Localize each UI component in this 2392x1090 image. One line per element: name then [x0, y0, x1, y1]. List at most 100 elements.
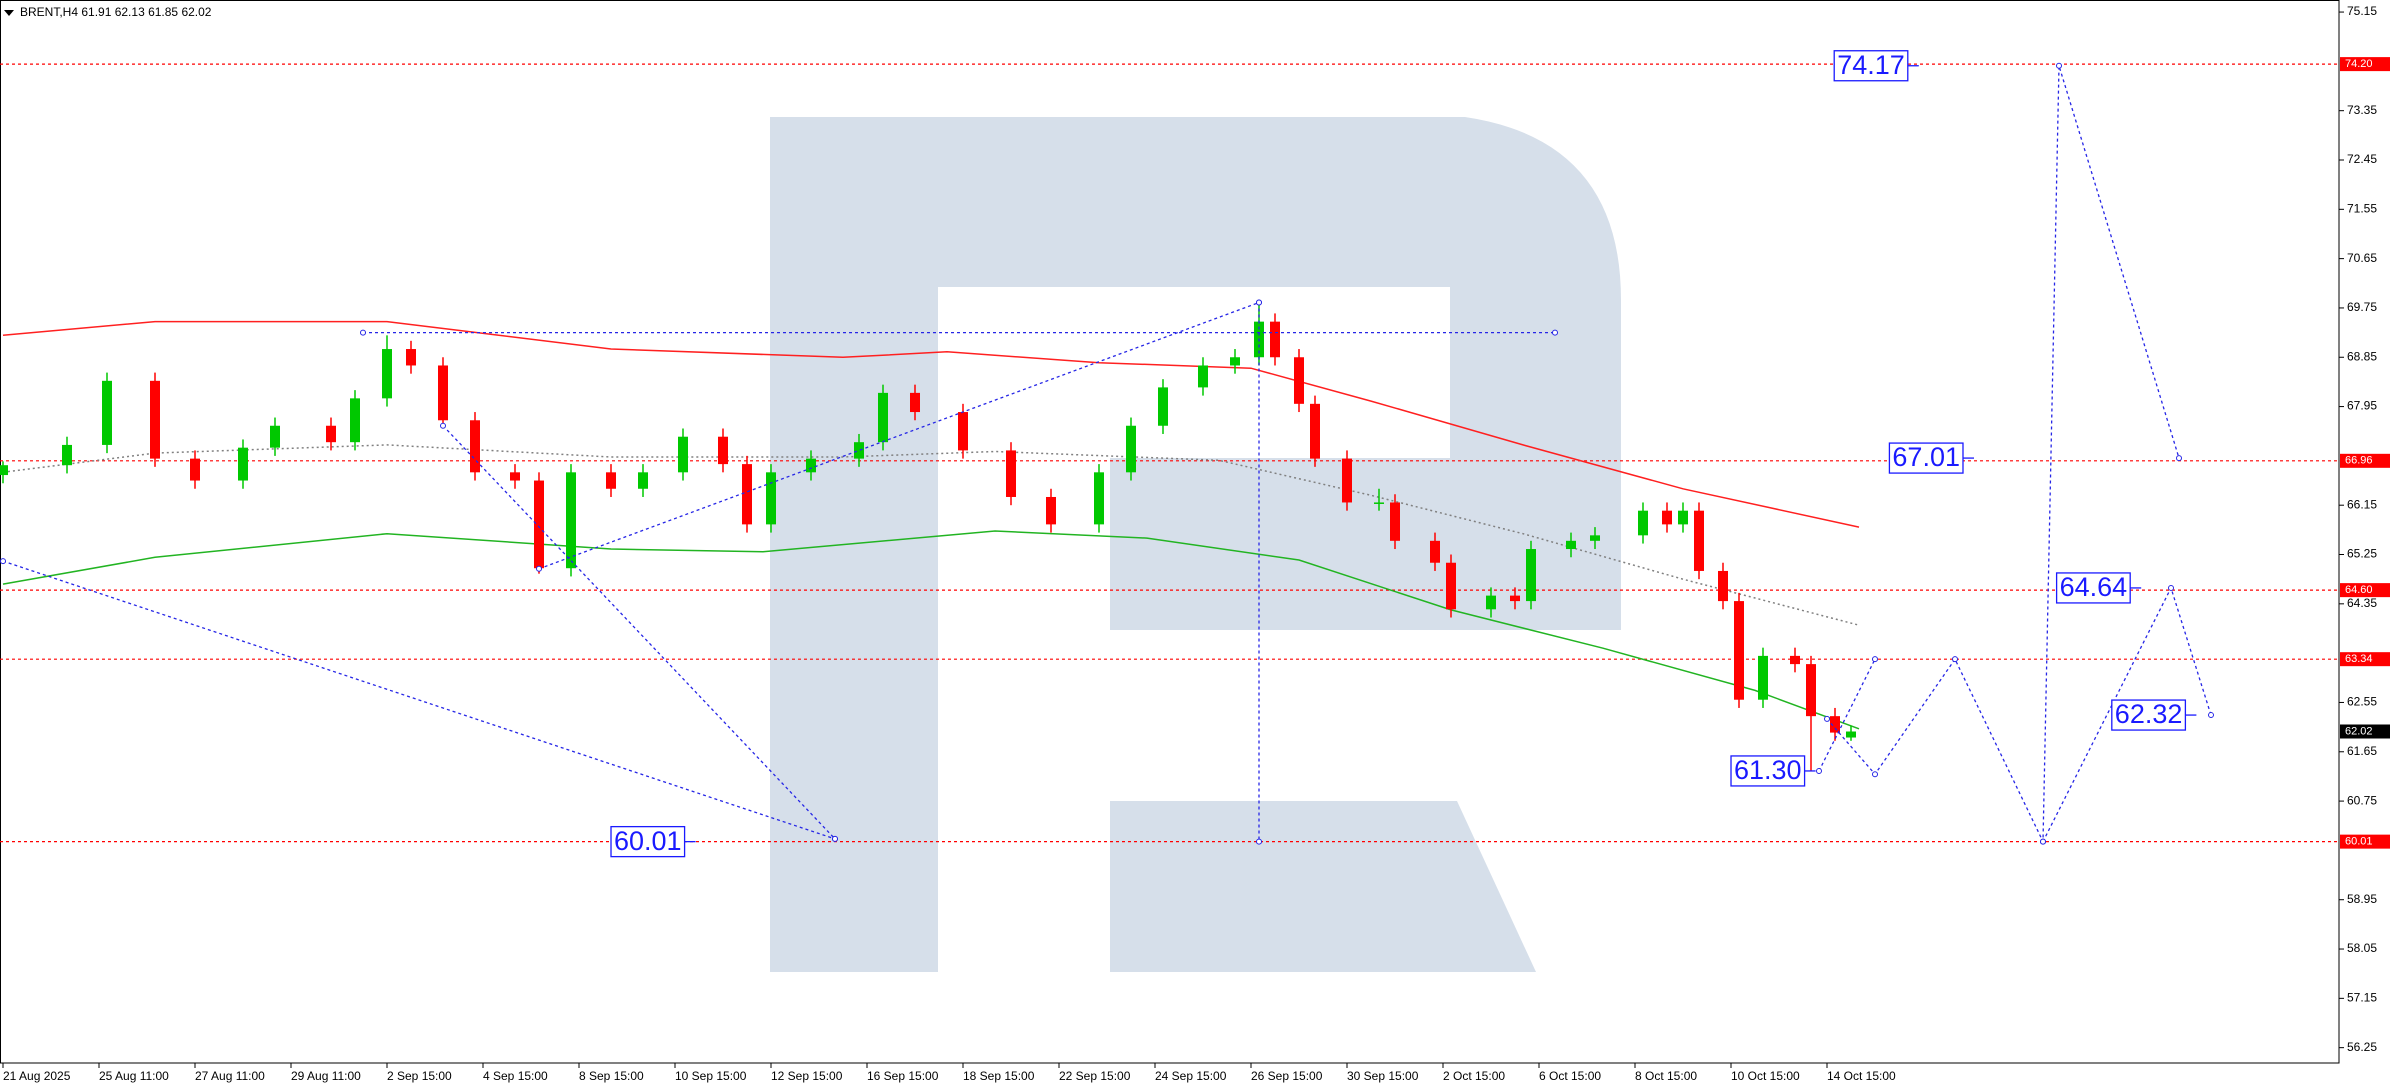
candle-body	[1734, 601, 1744, 700]
y-tick-label: 75.15	[2347, 4, 2377, 18]
x-tick-label: 4 Sep 15:00	[483, 1069, 548, 1083]
forecast-line	[442, 425, 836, 840]
candle-body	[1510, 595, 1520, 602]
candle-body	[190, 458, 200, 481]
candle-body	[766, 472, 776, 525]
candle-body	[718, 436, 728, 465]
candle-body	[1198, 365, 1208, 388]
candle-body	[1806, 664, 1816, 717]
candle-body	[1638, 510, 1648, 536]
forecast-line	[1826, 65, 2180, 842]
candle-body	[534, 480, 544, 569]
candle-body	[270, 425, 280, 448]
x-tick-label: 25 Aug 11:00	[99, 1069, 169, 1083]
candle-body	[406, 349, 416, 366]
candle-body	[606, 472, 616, 489]
level-tag-label: 66.96	[2345, 455, 2373, 467]
annotation-label: 62.32	[2115, 699, 2183, 729]
forecast-line	[538, 301, 1260, 570]
x-tick-label: 16 Sep 15:00	[867, 1069, 939, 1083]
logo-leg	[1110, 801, 1536, 972]
forecast-point	[1816, 767, 1822, 774]
candle-body	[1566, 540, 1576, 550]
forecast-point	[1872, 656, 1878, 663]
level-tag-label: 64.60	[2345, 584, 2373, 596]
forecast-line	[1818, 658, 1876, 772]
candle-body	[150, 380, 160, 459]
candle-body	[326, 425, 336, 443]
level-tag	[2340, 583, 2390, 598]
annotation-label: 74.17	[1837, 50, 1905, 80]
candle-body	[1006, 450, 1016, 497]
y-tick-label: 70.65	[2347, 251, 2377, 265]
candle-body	[1486, 595, 1496, 610]
candle-body	[1342, 458, 1352, 503]
candle-body	[878, 392, 888, 443]
candle-body	[1846, 731, 1856, 738]
y-tick-label: 61.65	[2347, 744, 2377, 758]
candle-body	[1294, 357, 1304, 404]
y-tick-label: 62.55	[2347, 695, 2377, 709]
forecast-point	[1824, 715, 1830, 722]
candle-body	[1526, 549, 1536, 602]
candle-body	[742, 464, 752, 525]
level-tag-label: 74.20	[2345, 58, 2373, 70]
x-tick-label: 6 Oct 15:00	[1539, 1069, 1601, 1083]
candle-body	[1830, 716, 1840, 733]
forecast-annotation: 61.30	[1730, 755, 1816, 787]
annotation-label: 64.64	[2060, 572, 2128, 602]
y-tick-label: 68.85	[2347, 349, 2377, 363]
y-tick-label: 69.75	[2347, 300, 2377, 314]
y-tick-label: 56.25	[2347, 1040, 2377, 1054]
symbol-header: BRENT,H4 61.91 62.13 61.85 62.02	[20, 5, 212, 19]
candle-body	[1430, 540, 1440, 563]
forecast-point	[2168, 584, 2174, 591]
x-tick-label: 12 Sep 15:00	[771, 1069, 843, 1083]
candle-body	[1310, 403, 1320, 459]
forecast-point	[440, 422, 446, 429]
candle-body	[678, 436, 688, 473]
x-tick-label: 14 Oct 15:00	[1827, 1069, 1896, 1083]
forecast-point	[2176, 455, 2182, 462]
candle-body	[1446, 562, 1456, 610]
forecast-point	[1952, 656, 1958, 663]
candle-body	[958, 412, 968, 451]
x-tick-label: 27 Aug 11:00	[195, 1069, 265, 1083]
indicator-line	[2, 320, 1860, 528]
annotation-label: 61.30	[1734, 755, 1802, 785]
forecast-point	[1872, 771, 1878, 778]
forecast-annotation: 67.01	[1888, 442, 1974, 474]
y-tick-label: 65.25	[2347, 547, 2377, 561]
annotation-box	[1888, 442, 1964, 474]
y-tick-label: 60.75	[2347, 793, 2377, 807]
y-tick-label: 66.15	[2347, 497, 2377, 511]
candle-body	[62, 444, 72, 466]
indicator-line	[2, 444, 1860, 626]
x-tick-label: 2 Sep 15:00	[387, 1069, 452, 1083]
y-tick-label: 67.95	[2347, 399, 2377, 413]
candle-body	[1270, 321, 1280, 358]
forecast-point	[536, 565, 542, 572]
candle-body	[1662, 510, 1672, 525]
candle-body	[382, 349, 392, 399]
forecast-point	[1256, 299, 1262, 306]
x-tick-label: 10 Sep 15:00	[675, 1069, 747, 1083]
x-tick-label: 29 Aug 11:00	[291, 1069, 361, 1083]
candle-body	[1758, 655, 1768, 700]
current-price-label: 62.02	[2345, 725, 2373, 737]
annotation-box	[2055, 572, 2131, 604]
candle-body	[1046, 496, 1056, 525]
forecast-point	[2208, 712, 2214, 719]
candle-body	[1390, 502, 1400, 541]
candle-body	[1230, 357, 1240, 366]
annotation-label: 67.01	[1892, 442, 1960, 472]
y-tick-label: 72.45	[2347, 152, 2377, 166]
annotation-label: 60.01	[614, 826, 682, 856]
candle-body	[1790, 655, 1800, 665]
x-tick-label: 10 Oct 15:00	[1731, 1069, 1800, 1083]
candle-body	[1718, 570, 1728, 602]
candle-body	[1678, 510, 1688, 525]
candle-body	[470, 420, 480, 473]
candle-body	[510, 472, 520, 481]
indicator-line	[2, 530, 1860, 730]
